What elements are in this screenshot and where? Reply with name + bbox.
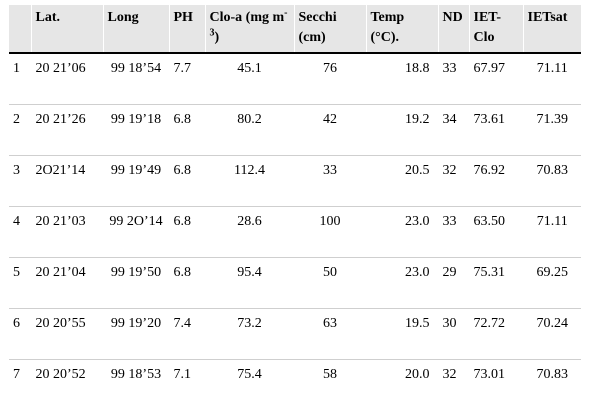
cell-long: 99 2O’14 (102, 206, 169, 258)
header-temp: Temp (°C). (365, 5, 438, 54)
cell-cloa: 45.1 (204, 53, 294, 105)
cell-iet-clo: 72.72 (468, 308, 523, 360)
cell-nd: 29 (437, 257, 469, 309)
cell-ph: 7.4 (168, 308, 205, 360)
cell-long: 99 19’20 (102, 308, 169, 360)
header-iet-clo: IET-Clo (468, 5, 523, 54)
cell-secchi: 100 (293, 206, 366, 258)
cell-nd: 30 (437, 308, 469, 360)
cell-cloa: 95.4 (204, 257, 294, 309)
cell-lat: 2O21’14 (30, 155, 103, 207)
cell-temp: 20.0 (365, 359, 438, 410)
cell-lat: 20 21’26 (30, 104, 103, 156)
table-header: Lat. Long PH Clo-a (mg m-3) Secchi (cm) … (9, 5, 581, 54)
cell-long: 99 18’53 (102, 359, 169, 410)
cell-iet-clo: 73.01 (468, 359, 523, 410)
cell-long: 99 19’18 (102, 104, 169, 156)
cell-lat: 20 20’55 (30, 308, 103, 360)
cell-lat: 20 21’04 (30, 257, 103, 309)
cell-ph: 6.8 (168, 206, 205, 258)
cell-temp: 19.5 (365, 308, 438, 360)
cell-secchi: 63 (293, 308, 366, 360)
cell-long: 99 19’50 (102, 257, 169, 309)
table-row: 4 20 21’03 99 2O’14 6.8 28.6 100 23.0 33… (9, 206, 581, 258)
header-secchi: Secchi (cm) (293, 5, 366, 54)
cell-temp: 19.2 (365, 104, 438, 156)
cell-cloa: 28.6 (204, 206, 294, 258)
cell-id: 6 (9, 308, 31, 360)
cell-nd: 33 (437, 206, 469, 258)
cell-cloa: 112.4 (204, 155, 294, 207)
header-lat: Lat. (30, 5, 103, 54)
cell-cloa: 73.2 (204, 308, 294, 360)
cell-cloa: 80.2 (204, 104, 294, 156)
cell-id: 2 (9, 104, 31, 156)
cell-id: 5 (9, 257, 31, 309)
cell-ph: 6.8 (168, 155, 205, 207)
cell-lat: 20 20’52 (30, 359, 103, 410)
header-row: Lat. Long PH Clo-a (mg m-3) Secchi (cm) … (9, 5, 581, 54)
cell-iet-clo: 67.97 (468, 53, 523, 105)
cell-nd: 32 (437, 359, 469, 410)
header-ph: PH (168, 5, 205, 54)
cell-temp: 23.0 (365, 257, 438, 309)
cell-nd: 32 (437, 155, 469, 207)
cell-ph: 7.1 (168, 359, 205, 410)
cell-long: 99 18’54 (102, 53, 169, 105)
cell-iet-clo: 75.31 (468, 257, 523, 309)
table-row: 6 20 20’55 99 19’20 7.4 73.2 63 19.5 30 … (9, 308, 581, 360)
cell-secchi: 33 (293, 155, 366, 207)
cell-ietsat: 70.83 (522, 155, 581, 207)
cell-secchi: 76 (293, 53, 366, 105)
table-row: 5 20 21’04 99 19’50 6.8 95.4 50 23.0 29 … (9, 257, 581, 309)
cell-ietsat: 70.83 (522, 359, 581, 410)
table-row: 7 20 20’52 99 18’53 7.1 75.4 58 20.0 32 … (9, 359, 581, 410)
table-body: 1 20 21’06 99 18’54 7.7 45.1 76 18.8 33 … (9, 53, 581, 410)
cell-iet-clo: 76.92 (468, 155, 523, 207)
cell-ph: 6.8 (168, 104, 205, 156)
header-ietsat: IETsat (522, 5, 581, 54)
cell-secchi: 58 (293, 359, 366, 410)
water-quality-table: Lat. Long PH Clo-a (mg m-3) Secchi (cm) … (9, 5, 581, 410)
cell-nd: 34 (437, 104, 469, 156)
cell-ietsat: 69.25 (522, 257, 581, 309)
header-nd: ND (437, 5, 469, 54)
table-row: 1 20 21’06 99 18’54 7.7 45.1 76 18.8 33 … (9, 53, 581, 105)
cell-temp: 20.5 (365, 155, 438, 207)
cell-lat: 20 21’06 (30, 53, 103, 105)
cell-secchi: 42 (293, 104, 366, 156)
cell-temp: 23.0 (365, 206, 438, 258)
cell-id: 1 (9, 53, 31, 105)
header-index (9, 5, 31, 54)
cell-cloa: 75.4 (204, 359, 294, 410)
table-row: 2 20 21’26 99 19’18 6.8 80.2 42 19.2 34 … (9, 104, 581, 156)
cell-ietsat: 71.39 (522, 104, 581, 156)
cell-iet-clo: 73.61 (468, 104, 523, 156)
cell-ietsat: 71.11 (522, 53, 581, 105)
cell-temp: 18.8 (365, 53, 438, 105)
cell-id: 7 (13, 367, 20, 382)
cell-long: 99 19’49 (102, 155, 169, 207)
cell-nd: 33 (437, 53, 469, 105)
cell-id: 4 (9, 206, 31, 258)
cell-id: 3 (9, 155, 31, 207)
cell-iet-clo: 63.50 (468, 206, 523, 258)
cell-ietsat: 71.11 (522, 206, 581, 258)
cell-ietsat: 70.24 (522, 308, 581, 360)
cell-secchi: 50 (293, 257, 366, 309)
header-cloa: Clo-a (mg m-3) (204, 5, 294, 54)
table-row: 3 2O21’14 99 19’49 6.8 112.4 33 20.5 32 … (9, 155, 581, 207)
cell-lat: 20 21’03 (30, 206, 103, 258)
cell-ph: 7.7 (168, 53, 205, 105)
cell-ph: 6.8 (168, 257, 205, 309)
header-long: Long (102, 5, 169, 54)
